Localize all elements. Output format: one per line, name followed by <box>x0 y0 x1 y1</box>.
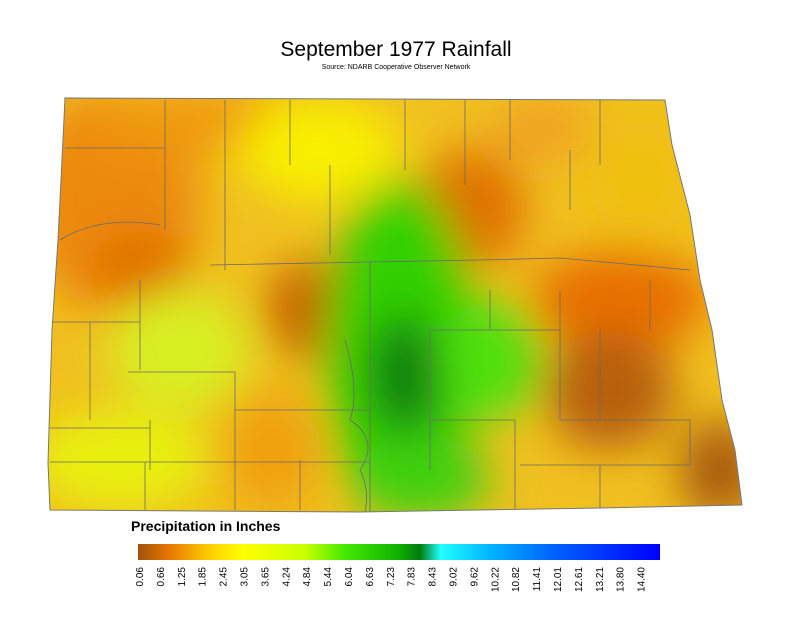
legend-label: 6.04 <box>344 567 355 587</box>
legend-label: 4.84 <box>302 567 313 587</box>
legend-label: 10.22 <box>490 567 501 592</box>
precipitation-surface <box>48 98 742 512</box>
legend-label: 2.45 <box>219 567 230 587</box>
legend-label: 13.21 <box>595 567 606 592</box>
map-source: Source: NDARB Cooperative Observer Netwo… <box>322 64 471 71</box>
legend-label: 9.62 <box>469 567 480 587</box>
legend-label: 4.24 <box>281 567 292 587</box>
legend-label: 14.40 <box>637 567 648 592</box>
legend-label: 0.06 <box>135 567 146 587</box>
legend-label: 8.43 <box>428 567 439 587</box>
legend-labels: 0.06 0.66 1.25 1.85 2.45 3.05 3.65 4.24 4.84 5.44… <box>135 567 648 592</box>
state-outline <box>47 97 743 513</box>
legend-label: 3.65 <box>260 567 271 587</box>
legend-label: 7.83 <box>407 567 418 587</box>
legend-label: 7.23 <box>386 567 397 587</box>
legend-label: 1.25 <box>177 567 188 587</box>
legend-label: 1.85 <box>198 567 209 587</box>
legend-label: 10.82 <box>511 567 522 592</box>
legend-label: 12.61 <box>574 567 585 592</box>
legend-label: 6.63 <box>365 567 376 587</box>
legend-label: 12.01 <box>553 567 564 592</box>
legend-color-bar <box>138 544 660 560</box>
legend-label: 11.41 <box>532 567 543 592</box>
legend-label: 3.05 <box>240 567 251 587</box>
legend-label: 13.80 <box>616 567 627 592</box>
map-title: September 1977 Rainfall <box>280 38 511 61</box>
legend-label: 9.02 <box>449 567 460 587</box>
legend-label: 5.44 <box>323 567 334 587</box>
legend-title: Precipitation in Inches <box>131 518 281 534</box>
legend-label: 0.66 <box>156 567 167 587</box>
